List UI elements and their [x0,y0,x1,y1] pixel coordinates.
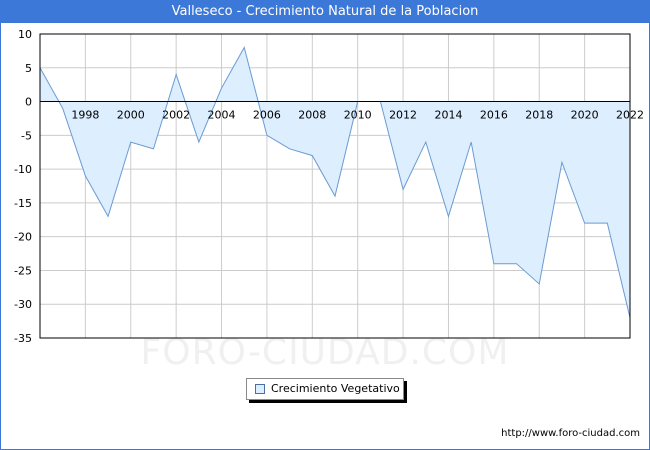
legend-label: Crecimiento Vegetativo [271,382,400,395]
source-url: http://www.foro-ciudad.com [501,428,640,439]
x-tick-label: 2020 [571,109,599,122]
x-tick-label: 1998 [71,109,99,122]
x-tick-label: 2006 [253,109,281,122]
x-tick-label: 2014 [434,109,462,122]
x-tick-label: 2018 [525,109,553,122]
x-tick-label: 2010 [344,109,372,122]
y-tick-label: -5 [21,129,32,142]
y-tick-label: -15 [14,197,32,210]
x-tick-label: 2022 [616,109,644,122]
y-tick-label: 5 [25,62,32,75]
plot-border [39,33,631,339]
y-tick-label: -20 [14,231,32,244]
chart-title: Valleseco - Crecimiento Natural de la Po… [1,1,649,23]
x-tick-label: 2004 [208,109,236,122]
y-tick-label: -30 [14,298,32,311]
x-tick-label: 2016 [480,109,508,122]
legend-swatch [255,384,265,394]
y-tick-label: 10 [18,28,32,41]
y-tick-label: 0 [25,96,32,109]
y-tick-label: -10 [14,163,32,176]
y-tick-label: -35 [14,332,32,345]
x-tick-label: 2000 [117,109,145,122]
x-tick-label: 2002 [162,109,190,122]
x-tick-label: 2012 [389,109,417,122]
x-tick-label: 2008 [298,109,326,122]
watermark: FORO-CIUDAD.COM [140,332,510,373]
legend: Crecimiento Vegetativo [246,378,404,400]
series-area [40,47,630,318]
series-line [39,46,631,318]
y-tick-label: -25 [14,264,32,277]
